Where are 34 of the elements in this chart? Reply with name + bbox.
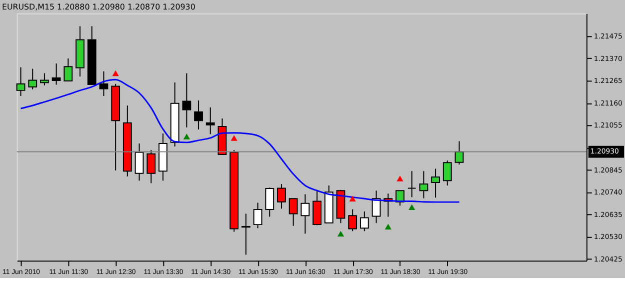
candlestick: [360, 210, 369, 232]
point: [396, 176, 404, 182]
candlestick: [277, 184, 286, 210]
candlestick: [419, 170, 428, 199]
candlestick: [241, 213, 250, 256]
candlestick: [99, 70, 108, 96]
point: [183, 134, 190, 140]
candlestick: [372, 190, 381, 224]
candlestick: [407, 170, 416, 198]
candlestick: [253, 202, 262, 229]
candlestick: [312, 190, 322, 226]
candlestick: [431, 168, 440, 198]
chart-title: EURUSD,M15 1.20880 1.20980 1.20870 1.20930: [2, 2, 196, 12]
candlestick: [134, 143, 144, 182]
point: [337, 230, 344, 237]
candlestick: [300, 194, 310, 234]
candlestick: [182, 72, 192, 128]
candlestick: [194, 100, 203, 130]
point: [384, 224, 392, 230]
candlestick: [16, 66, 26, 96]
candlestick: [265, 187, 274, 218]
candlestick: [442, 160, 452, 186]
candlestick: [28, 68, 38, 90]
candlestick: [348, 208, 358, 232]
candlestick: [206, 106, 215, 135]
candlestick: [288, 198, 298, 226]
candlestick: [146, 150, 156, 184]
point: [408, 204, 416, 210]
point: [349, 196, 356, 202]
point: [112, 70, 119, 76]
candlestick: [64, 58, 73, 82]
candlestick: [40, 72, 49, 86]
candlestick: [52, 62, 61, 86]
point: [230, 135, 238, 141]
